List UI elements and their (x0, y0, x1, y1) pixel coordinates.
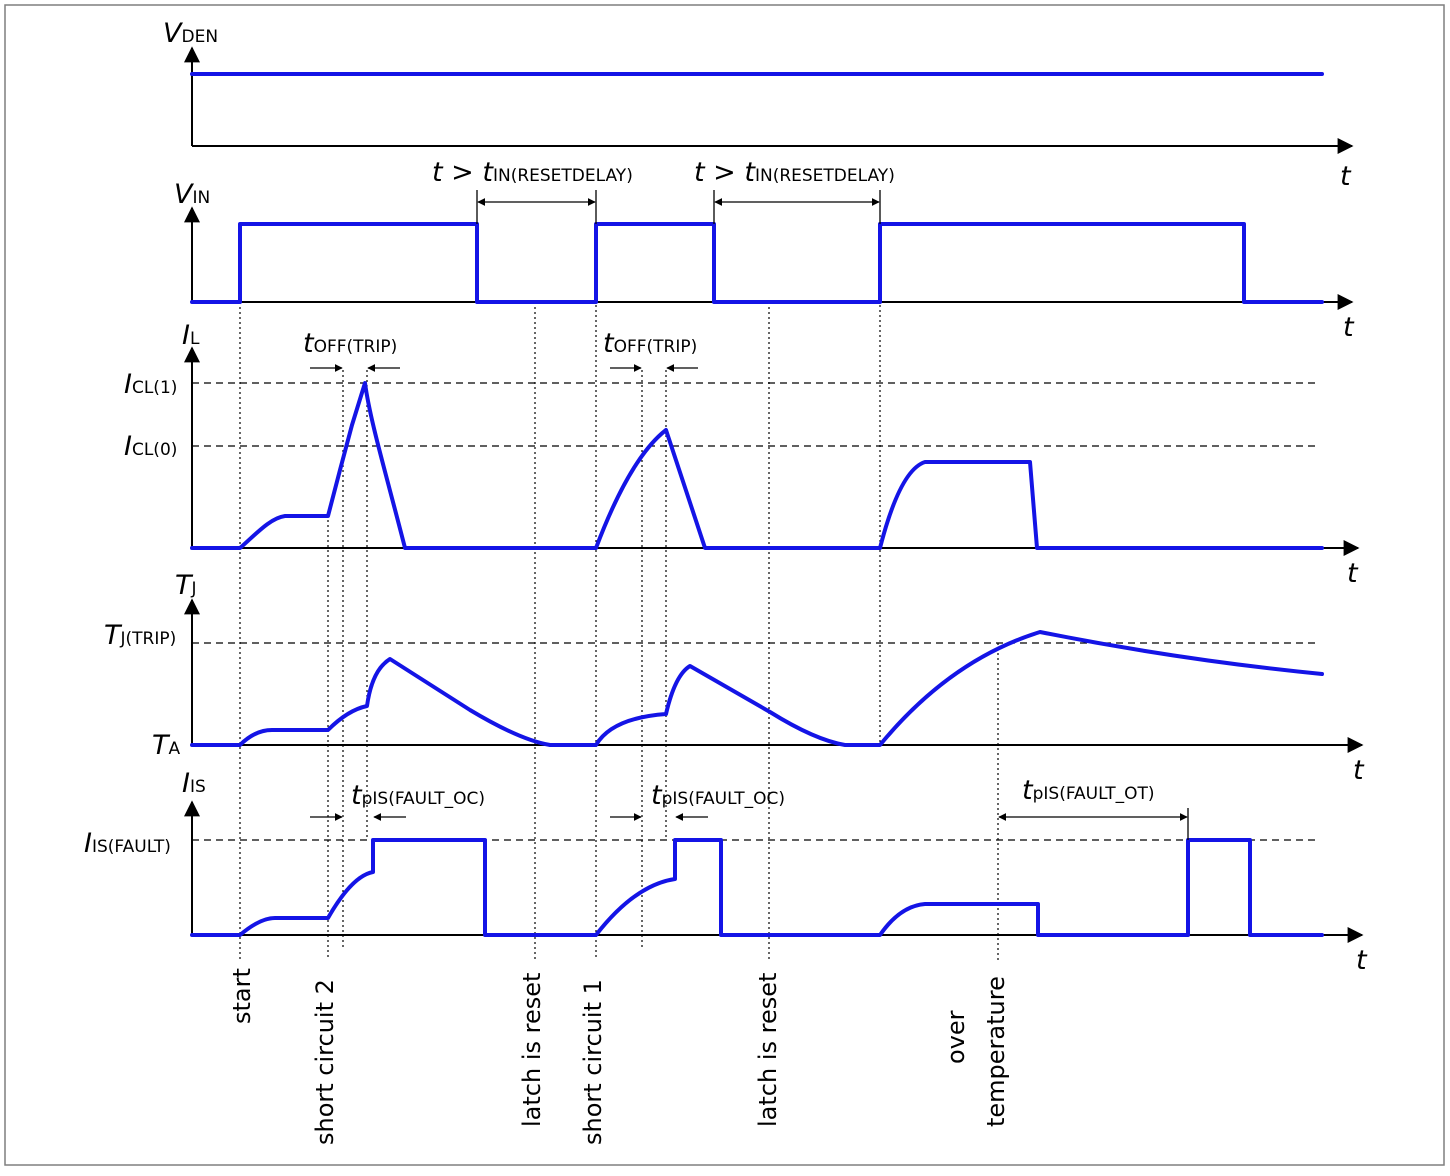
vin-t-label: t (1343, 312, 1355, 343)
event-latch-reset-2-label: latch is reset (754, 973, 782, 1127)
iis-t-label: t (1356, 945, 1368, 976)
reset-delay-2-label: t > tIN(RESETDELAY) (694, 157, 895, 188)
fault-oc-1-label: tpIS(FAULT_OC) (351, 780, 485, 811)
reset-delay-1: t > tIN(RESETDELAY) (432, 157, 633, 224)
il-axis-label: IL (182, 320, 200, 351)
iis-waveform (190, 838, 1324, 937)
tj-t-label: t (1353, 755, 1365, 786)
il-axis (184, 346, 1360, 556)
event-over-temperature-line1: over (942, 1010, 970, 1064)
tj-axis-label: TJ (175, 570, 197, 601)
vin-axis-label: VIN (174, 179, 210, 210)
vin-waveform (190, 222, 1324, 304)
off-trip-1-label: tOFF(TRIP) (303, 328, 397, 359)
fault-oc-1: tpIS(FAULT_OC) (310, 780, 485, 821)
fault-oc-2-label: tpIS(FAULT_OC) (651, 780, 785, 811)
iisfault-level-label: IIS(FAULT) (84, 828, 171, 859)
tjtrip-level-label: TJ(TRIP) (104, 620, 176, 651)
tj-axis (184, 598, 1364, 753)
fault-oc-2: tpIS(FAULT_OC) (610, 780, 785, 821)
vden-axis (184, 46, 1354, 154)
event-latch-reset-1-label: latch is reset (518, 973, 546, 1127)
il-waveform (190, 381, 1324, 550)
event-over-temperature-line2: temperature (982, 976, 1010, 1127)
off-trip-1: tOFF(TRIP) (303, 328, 400, 372)
il-t-label: t (1347, 558, 1359, 589)
event-short-circuit-2-label: short circuit 2 (311, 979, 339, 1145)
vden-t-label: t (1340, 161, 1352, 192)
reset-delay-2: t > tIN(RESETDELAY) (694, 157, 895, 224)
figure-frame (4, 4, 1445, 1166)
icl1-level-label: ICL(1) (124, 369, 177, 400)
event-guide-lines (239, 225, 999, 960)
event-short-circuit-1-label: short circuit 1 (579, 979, 607, 1145)
vden-axis-label: VDEN (163, 18, 218, 49)
icl0-level-label: ICL(0) (124, 431, 177, 462)
fault-ot: tpIS(FAULT_OT) (998, 775, 1189, 840)
event-start-label: start (228, 968, 256, 1024)
off-trip-2-label: tOFF(TRIP) (603, 328, 697, 359)
off-trip-2: tOFF(TRIP) (603, 328, 698, 372)
tj-waveform (190, 630, 1324, 747)
ta-level-label: TA (152, 730, 181, 761)
iis-axis-label: IIS (182, 768, 206, 799)
reset-delay-1-label: t > tIN(RESETDELAY) (432, 157, 633, 188)
fault-ot-label: tpIS(FAULT_OT) (1022, 775, 1155, 806)
